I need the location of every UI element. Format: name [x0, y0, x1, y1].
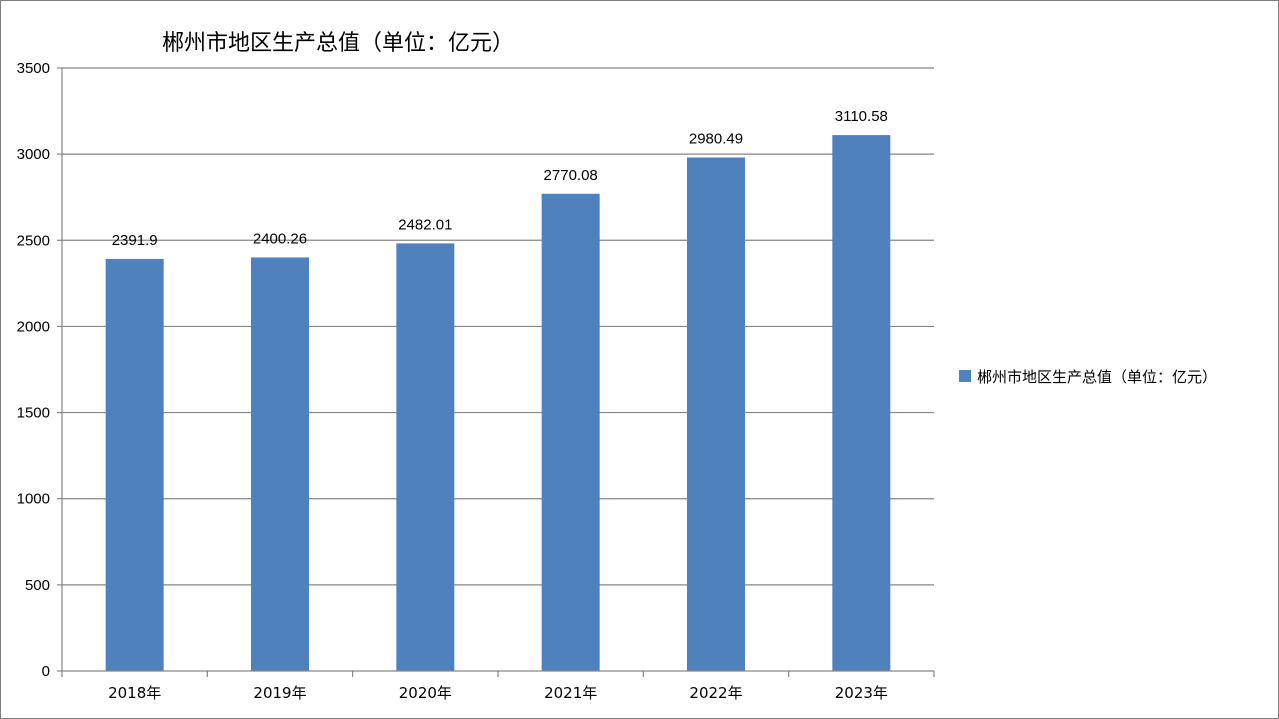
bar-2 — [251, 257, 309, 671]
bar-3 — [396, 243, 455, 671]
data-labels: 2391.9 2400.26 2482.01 2770.08 2980.49 3110.5… — [112, 108, 888, 249]
x-tick-label: 2020年 — [399, 684, 452, 702]
x-axis: 2018年 2019年 2020年 2021年 2022年 2023年 — [61, 670, 935, 702]
data-label: 2391.9 — [112, 232, 158, 249]
x-tick-label: 2019年 — [253, 684, 306, 702]
gridlines — [62, 67, 934, 586]
data-label: 2400.26 — [253, 230, 307, 247]
y-axis: 0 500 1000 1500 2000 2500 3000 3500 — [17, 60, 63, 680]
y-tick-label: 3000 — [17, 146, 50, 163]
bar-5 — [687, 157, 745, 671]
data-label: 2770.08 — [544, 167, 598, 184]
chart-title: 郴州市地区生产总值（单位：亿元） — [162, 31, 514, 56]
x-tick-label: 2018年 — [108, 684, 161, 702]
y-tick-label: 500 — [25, 577, 50, 594]
data-label: 2980.49 — [689, 131, 743, 148]
legend-swatch — [959, 370, 971, 382]
y-tick-label: 3500 — [17, 60, 50, 77]
data-label: 2482.01 — [398, 216, 452, 233]
bar-4 — [541, 193, 600, 671]
legend: 郴州市地区生产总值（单位：亿元） — [959, 368, 1217, 386]
bar-1 — [105, 258, 164, 671]
data-label: 3110.58 — [835, 108, 888, 125]
y-tick-label: 2000 — [17, 318, 50, 335]
y-tick-label: 1000 — [17, 491, 50, 508]
x-tick-label: 2021年 — [544, 684, 597, 702]
x-tick-label: 2023年 — [835, 684, 888, 702]
bar-6 — [832, 135, 891, 672]
bars — [105, 135, 891, 672]
x-tick-label: 2022年 — [689, 684, 742, 702]
y-tick-label: 1500 — [17, 405, 50, 422]
y-tick-label: 0 — [42, 663, 50, 680]
y-tick-label: 2500 — [17, 232, 50, 249]
legend-label: 郴州市地区生产总值（单位：亿元） — [977, 368, 1217, 386]
